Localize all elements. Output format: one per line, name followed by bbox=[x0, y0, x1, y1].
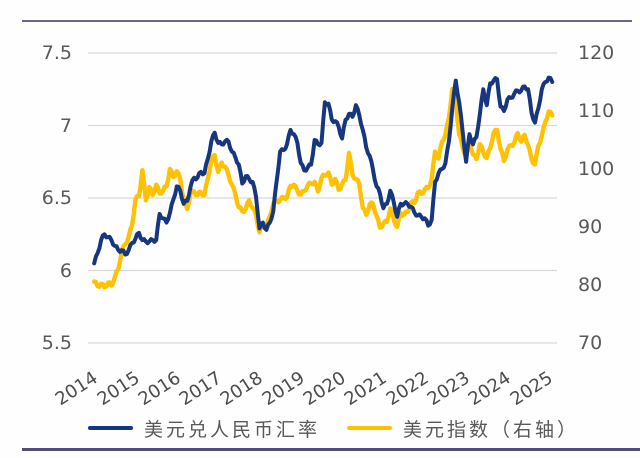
top-border-rule bbox=[22, 20, 632, 22]
right-axis-tick-label: 90 bbox=[578, 216, 603, 238]
left-axis-tick-label: 6.5 bbox=[41, 187, 72, 209]
legend: 美元兑人民币汇率 美元指数（右轴） bbox=[0, 414, 640, 444]
usdcny-line-series bbox=[92, 75, 555, 266]
legend-line-swatch-yellow bbox=[347, 426, 392, 430]
left-axis-tick-label: 7.5 bbox=[41, 42, 72, 64]
legend-item-dxy: 美元指数（右轴） bbox=[347, 414, 579, 442]
legend-label-usdcny: 美元兑人民币汇率 bbox=[144, 418, 321, 441]
right-axis-tick-label: 110 bbox=[578, 100, 615, 122]
right-axis-tick-label: 100 bbox=[578, 158, 615, 180]
legend-line-swatch-blue bbox=[88, 426, 133, 430]
left-axis-tick-label: 5.5 bbox=[41, 332, 72, 354]
right-axis-tick-label: 70 bbox=[578, 332, 603, 354]
right-axis-tick-label: 80 bbox=[578, 274, 603, 296]
legend-item-usdcny: 美元兑人民币汇率 bbox=[88, 414, 320, 442]
legend-label-dxy: 美元指数（右轴） bbox=[403, 418, 580, 441]
left-axis-tick-label: 7 bbox=[59, 114, 72, 137]
bottom-border-rule bbox=[22, 448, 640, 451]
left-axis-tick-label: 6 bbox=[59, 259, 72, 282]
right-axis-tick-label: 120 bbox=[578, 42, 615, 64]
dollar-index-line-series bbox=[91, 86, 555, 290]
